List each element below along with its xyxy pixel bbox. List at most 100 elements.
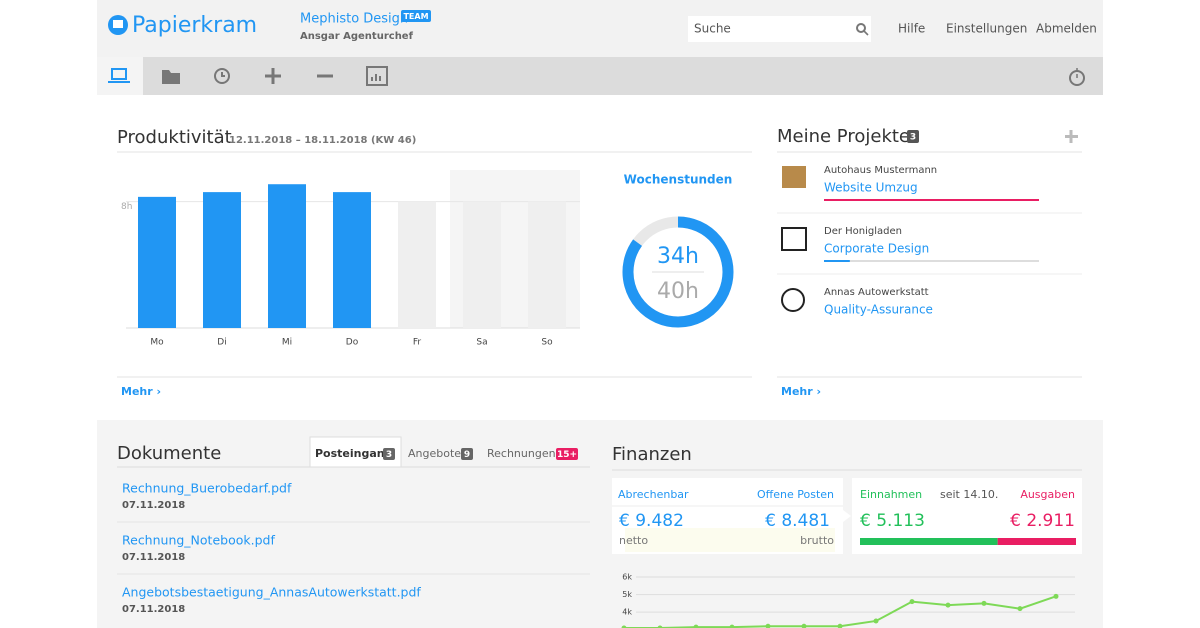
- finance-label: Ausgaben: [1020, 488, 1075, 501]
- finance-note: netto: [619, 534, 648, 547]
- search-box[interactable]: [688, 16, 871, 42]
- file-date: 07.11.2018: [122, 604, 185, 615]
- nav-link[interactable]: Einstellungen: [946, 22, 1027, 36]
- x-tick-label: Fr: [413, 338, 422, 348]
- tab-badge-text: 9: [464, 450, 470, 460]
- point: [1017, 606, 1023, 612]
- toolbar: [97, 57, 1103, 95]
- main-panel: [97, 95, 1103, 420]
- point: [945, 602, 951, 608]
- point: [981, 600, 987, 606]
- tab-label[interactable]: Posteingang: [315, 447, 393, 460]
- icon-report[interactable]: [366, 66, 388, 86]
- logo[interactable]: Papierkram: [132, 13, 257, 38]
- y-tick-label: 4k: [622, 608, 632, 617]
- file-name[interactable]: Rechnung_Notebook.pdf: [122, 533, 275, 548]
- project-logo: [782, 166, 806, 188]
- x-tick-label: Do: [346, 338, 359, 348]
- more-link[interactable]: Mehr ›: [121, 385, 161, 398]
- y-tick-label: 6k: [622, 573, 632, 582]
- donut-title: Wochenstunden: [624, 173, 733, 187]
- point: [801, 623, 807, 628]
- point: [837, 623, 843, 628]
- arrow: [843, 510, 851, 522]
- project-name[interactable]: Website Umzug: [824, 181, 918, 195]
- project-client: Autohaus Mustermann: [824, 165, 937, 176]
- donut-arc: [622, 216, 734, 328]
- finance-value: € 2.911: [1010, 511, 1075, 531]
- point: [765, 623, 771, 628]
- finance-note: brutto: [800, 534, 834, 547]
- finance-label: Einnahmen: [860, 488, 922, 501]
- section-title: Dokumente: [117, 443, 221, 464]
- tab-label[interactable]: Rechnungen: [487, 447, 556, 460]
- search-icon[interactable]: [856, 23, 866, 33]
- project-name[interactable]: Quality-Assurance: [824, 303, 933, 317]
- point: [621, 625, 627, 628]
- y-tick-label: 8h: [121, 202, 132, 212]
- icon-plus[interactable]: [265, 68, 281, 84]
- project-client: Der Honigladen: [824, 226, 902, 237]
- icon-dashboard: [111, 68, 127, 80]
- section-title: Meine Projekte: [777, 126, 910, 147]
- income-bar: [860, 538, 998, 545]
- x-tick-label: So: [541, 338, 553, 348]
- icon-folder[interactable]: [162, 70, 180, 84]
- more-link[interactable]: Mehr ›: [781, 385, 821, 398]
- section-title: Finanzen: [612, 444, 692, 465]
- tab-badge: [383, 448, 395, 460]
- finance-value: € 8.481: [765, 511, 830, 531]
- bar: [138, 196, 176, 328]
- bar: [333, 192, 371, 328]
- project-logo: [781, 288, 805, 312]
- badge-text: TEAM: [403, 12, 428, 21]
- nav-link[interactable]: Abmelden: [1036, 22, 1097, 36]
- tab-badge: [556, 448, 578, 460]
- tab-label[interactable]: Angebote: [408, 447, 461, 460]
- file-name[interactable]: Angebotsbestaetigung_AnnasAutowerkstatt.…: [122, 585, 421, 600]
- toolbar-tab-active[interactable]: [97, 57, 143, 95]
- point: [729, 624, 735, 628]
- file-name[interactable]: Rechnung_Buerobedarf.pdf: [122, 481, 292, 496]
- x-tick-label: Sa: [476, 338, 487, 348]
- finance-value: € 9.482: [619, 511, 684, 531]
- header: [97, 0, 1103, 57]
- tab-badge: [461, 448, 473, 460]
- finance-highlight: [625, 528, 835, 552]
- finance-label: seit 14.10.: [940, 488, 998, 501]
- project-logo: [781, 227, 807, 251]
- icon-report: [371, 74, 381, 81]
- file-date: 07.11.2018: [122, 500, 185, 511]
- point: [873, 618, 879, 624]
- badge: [401, 10, 431, 22]
- finance-value: € 5.113: [860, 511, 925, 531]
- logo-icon-inner: [113, 20, 123, 28]
- donut-target: 40h: [657, 279, 699, 304]
- tab-badge-text: 15+: [557, 450, 577, 460]
- project-name[interactable]: Corporate Design: [824, 242, 929, 256]
- point: [657, 625, 663, 628]
- icon-clock: [221, 72, 225, 77]
- x-tick-label: Mi: [282, 338, 292, 348]
- company[interactable]: Mephisto Design: [300, 12, 408, 27]
- bar-placeholder: [398, 201, 436, 328]
- x-tick-label: Di: [217, 338, 226, 348]
- icon-clock[interactable]: [214, 68, 230, 84]
- user: Ansgar Agenturchef: [300, 31, 414, 42]
- donut-value: 34h: [657, 244, 699, 269]
- point: [693, 624, 699, 628]
- count-badge-text: 3: [910, 133, 916, 143]
- y-tick-label: 5k: [622, 590, 632, 599]
- point: [909, 599, 915, 605]
- bar: [203, 192, 241, 328]
- x-tick-label: Mo: [150, 338, 164, 348]
- count-badge: [907, 130, 919, 143]
- section-title: Produktivität: [117, 127, 232, 148]
- nav-link[interactable]: Hilfe: [898, 22, 925, 36]
- add-project[interactable]: [1065, 130, 1078, 143]
- project-client: Annas Autowerkstatt: [824, 287, 929, 298]
- point: [1053, 593, 1059, 599]
- bar-placeholder: [528, 201, 566, 328]
- expense-bar: [997, 538, 1076, 545]
